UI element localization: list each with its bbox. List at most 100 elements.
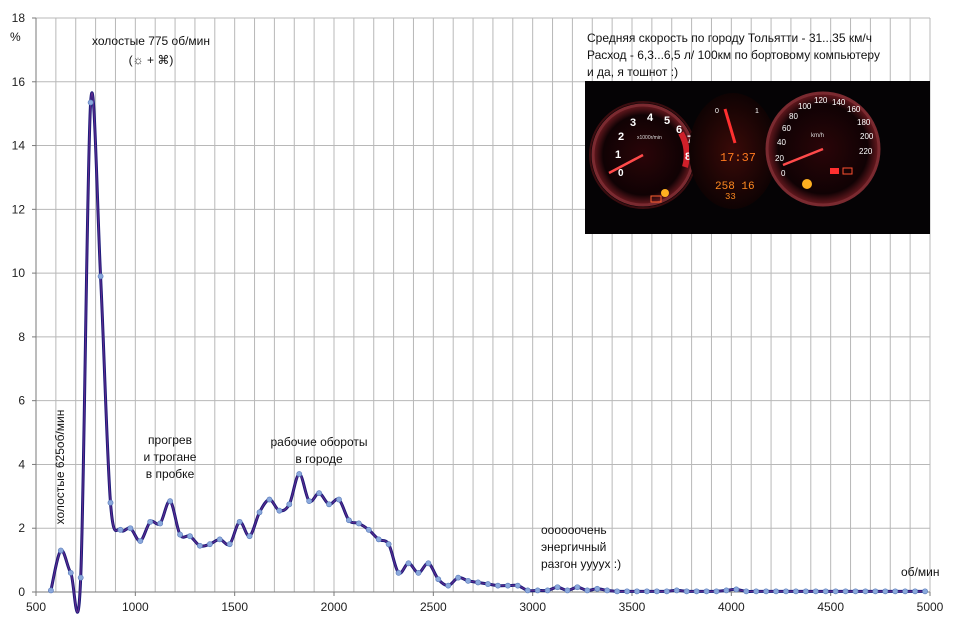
data-point (435, 576, 442, 583)
data-point (544, 587, 551, 594)
tach-number: 8 (685, 151, 691, 163)
data-point (842, 588, 849, 595)
data-point (733, 586, 740, 593)
data-point (87, 99, 94, 106)
x-tick-label: 2500 (420, 600, 447, 614)
data-point (147, 518, 154, 525)
data-point (137, 538, 144, 544)
data-point (713, 588, 720, 595)
data-point (57, 547, 64, 554)
data-point (812, 588, 819, 595)
data-point (425, 560, 432, 567)
annotation-idle-625: холостые 625об/мин (53, 410, 67, 525)
data-point (67, 569, 74, 576)
data-point (256, 509, 263, 516)
speedo-unit: km/h (811, 133, 824, 139)
data-point (326, 501, 332, 508)
data-point (663, 588, 670, 595)
data-point (77, 574, 84, 581)
data-point (862, 588, 869, 595)
x-tick-label: 4000 (718, 600, 745, 614)
y-tick-label: 4 (18, 457, 25, 471)
speedo-number: 120 (814, 96, 828, 105)
dashboard-photo: 1 2 3 4 5 6 7 8 0 x1000r/min 0 1 17:37 2… (585, 81, 930, 234)
speedo-number: 140 (832, 98, 846, 107)
annotation-city-1: рабочие обороты (270, 435, 367, 449)
data-point (653, 588, 660, 595)
x-tick-label: 2000 (321, 600, 348, 614)
tach-number: 1 (615, 149, 621, 161)
data-point (216, 536, 223, 543)
data-point (494, 582, 501, 589)
data-point (405, 560, 412, 567)
x-tick-labels: 500 1000 1500 2000 2500 3000 3500 4000 4500 5000 (26, 600, 944, 614)
annotation-accel-3: разгон ууууx :) (541, 557, 621, 571)
center-display: 0 1 17:37 258 16 33 (689, 93, 777, 209)
data-point (882, 588, 889, 595)
data-point (872, 588, 879, 595)
data-point (574, 584, 581, 591)
y-tick-label: 18 (12, 11, 26, 25)
data-point (743, 588, 750, 595)
data-point (316, 490, 322, 497)
y-axis-label: % (10, 30, 21, 44)
series-points (48, 99, 928, 595)
data-point (624, 588, 630, 595)
y-tick-label: 6 (18, 394, 25, 408)
data-point (614, 588, 620, 595)
speedo-number: 40 (777, 138, 786, 147)
data-point (793, 588, 799, 595)
data-point (703, 588, 710, 595)
y-tick-label: 12 (12, 202, 26, 216)
data-point (554, 584, 561, 591)
data-point (504, 582, 511, 589)
data-point (167, 498, 173, 505)
data-point (852, 588, 859, 595)
speedo-number: 200 (860, 132, 874, 141)
data-point (415, 569, 422, 576)
data-point (246, 533, 253, 540)
data-point (236, 518, 243, 525)
tach-number: 4 (647, 112, 654, 124)
data-point (355, 520, 362, 527)
x-tick-label: 3000 (519, 600, 546, 614)
data-point (48, 587, 54, 594)
y-tick-labels: 0 2 4 6 8 10 12 14 16 18 (12, 11, 26, 599)
data-point (524, 587, 531, 594)
data-point (634, 588, 640, 595)
data-point (127, 525, 134, 532)
data-point (485, 581, 491, 587)
tach-number: 0 (618, 168, 624, 179)
data-point (187, 533, 193, 540)
data-point (753, 588, 760, 595)
x-tick-label: 1500 (221, 600, 248, 614)
data-point (455, 574, 462, 581)
speedometer-gauge: 20 40 60 80 100 120 140 160 180 200 220 … (765, 91, 881, 207)
data-point (584, 587, 591, 594)
data-point (723, 587, 730, 594)
tachometer-gauge: 1 2 3 4 5 6 7 8 0 x1000r/min (589, 101, 697, 209)
speedo-number: 60 (782, 124, 791, 133)
info-line-2: Расход - 6,3...6,5 л/ 100км по бортовому… (587, 48, 880, 62)
y-tick-label: 14 (12, 139, 26, 153)
data-point (604, 587, 611, 594)
data-point (832, 588, 839, 595)
data-point (226, 541, 233, 548)
annotation-accel-2: энергичный (541, 540, 606, 554)
data-point (892, 588, 899, 595)
data-point (117, 526, 124, 533)
tach-number: 5 (664, 115, 670, 127)
y-tick-label: 10 (12, 266, 26, 280)
data-point (306, 498, 313, 505)
info-line-3: и да, я тошнот :) (587, 65, 678, 79)
data-point (296, 471, 303, 477)
data-point (564, 587, 571, 594)
speedo-number: 160 (847, 105, 861, 114)
data-point (286, 501, 293, 508)
data-point (365, 526, 372, 533)
data-point (97, 273, 104, 280)
annotation-idle-775: холостые 775 об/мин (92, 34, 210, 48)
y-tick-label: 0 (18, 585, 25, 599)
data-point (336, 496, 342, 503)
